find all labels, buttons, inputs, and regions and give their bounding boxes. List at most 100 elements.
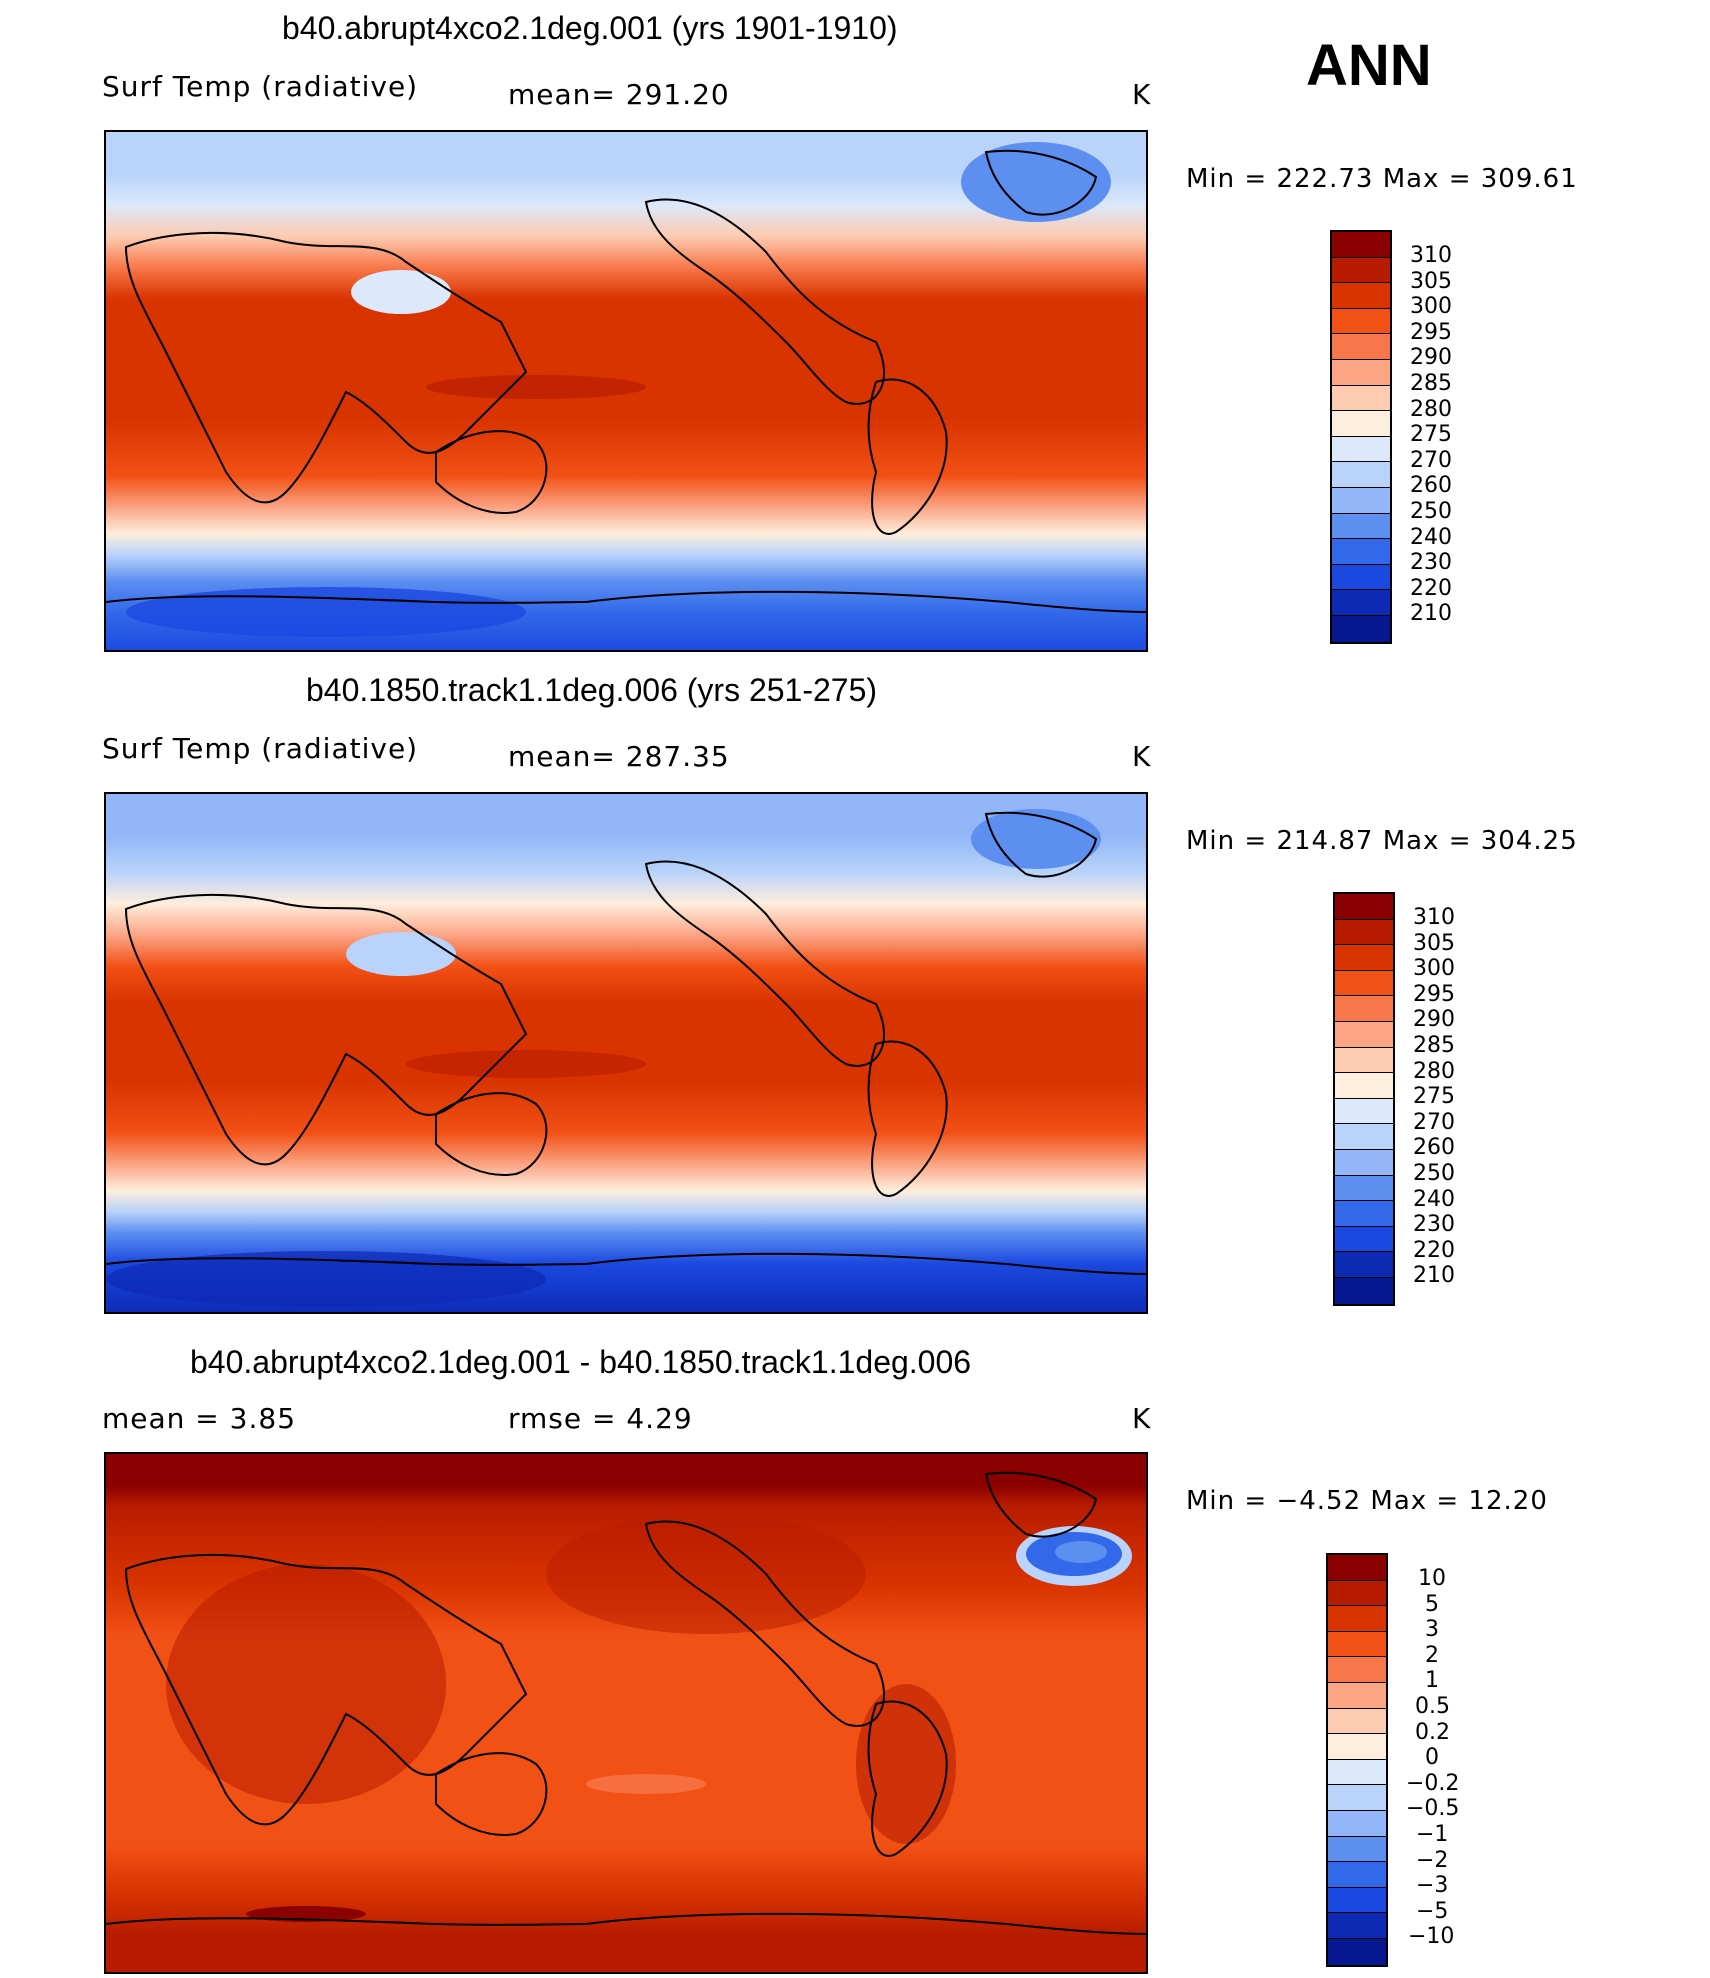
panel-1-colorbar-labels: 310 305 300 295 290 285 280 275 270 260 …	[1410, 245, 1490, 645]
colorbar-label: 210	[1410, 601, 1452, 627]
panel-3-map-field	[106, 1454, 1146, 1972]
colorbar-label: 5	[1425, 1591, 1439, 1617]
colorbar-swatch	[1328, 1759, 1386, 1786]
colorbar-swatch	[1332, 232, 1390, 258]
colorbar-swatch	[1335, 1098, 1393, 1125]
panel-1-map	[104, 130, 1148, 652]
colorbar-swatch	[1335, 1252, 1393, 1278]
colorbar-label: 3	[1425, 1617, 1439, 1643]
colorbar-swatch	[1332, 590, 1390, 616]
colorbar-swatch	[1328, 1708, 1386, 1735]
panel-2-colorbar-labels: 310 305 300 295 290 285 280 275 270 260 …	[1413, 907, 1493, 1307]
colorbar-swatch	[1328, 1938, 1386, 1965]
colorbar-label: 310	[1413, 905, 1455, 930]
colorbar-swatch	[1328, 1606, 1386, 1632]
colorbar-swatch	[1332, 615, 1390, 642]
colorbar-swatch	[1332, 462, 1390, 488]
panel-2-title: b40.1850.track1.1deg.006 (yrs 251-275)	[306, 672, 878, 708]
colorbar-swatch	[1328, 1555, 1386, 1581]
colorbar-swatch	[1332, 359, 1390, 386]
colorbar-swatch	[1335, 894, 1393, 920]
colorbar-label: 1	[1425, 1668, 1439, 1694]
colorbar-label: 220	[1410, 575, 1452, 601]
colorbar-swatch	[1332, 564, 1390, 591]
colorbar-label: 270	[1413, 1109, 1455, 1135]
colorbar-label: 250	[1413, 1161, 1455, 1186]
colorbar-swatch	[1332, 334, 1390, 360]
colorbar-label: 0	[1425, 1745, 1439, 1771]
colorbar-swatch	[1328, 1862, 1386, 1888]
colorbar-swatch	[1335, 1175, 1393, 1202]
panel-1-mean-label: mean= 291.20	[508, 78, 730, 111]
colorbar-label: 290	[1413, 1007, 1455, 1033]
colorbar-label: −0.2	[1406, 1770, 1460, 1796]
colorbar-label: 230	[1413, 1212, 1455, 1238]
colorbar-label: 270	[1410, 447, 1452, 473]
colorbar-swatch	[1335, 1201, 1393, 1227]
colorbar-swatch	[1335, 1226, 1393, 1253]
colorbar-swatch	[1328, 1580, 1386, 1607]
panel-3-colorbar-labels: 10 5 3 2 1 0.5 0.2 0 −0.2 −0.5 −1 −2 −3 …	[1406, 1568, 1496, 1968]
colorbar-label: 260	[1413, 1135, 1455, 1161]
panel-2-min-max: Min = 214.87 Max = 304.25	[1186, 826, 1578, 856]
colorbar-swatch	[1328, 1657, 1386, 1683]
colorbar-label: 285	[1413, 1033, 1455, 1058]
colorbar-swatch	[1328, 1734, 1386, 1760]
colorbar-swatch	[1335, 970, 1393, 997]
colorbar-swatch	[1328, 1836, 1386, 1863]
colorbar-swatch	[1335, 1047, 1393, 1074]
colorbar-swatch	[1332, 436, 1390, 463]
colorbar-label: 10	[1418, 1566, 1446, 1591]
colorbar-label: 275	[1410, 422, 1452, 448]
colorbar-label: 240	[1410, 524, 1452, 550]
colorbar-swatch	[1328, 1631, 1386, 1658]
colorbar-label: −0.5	[1406, 1796, 1460, 1822]
colorbar-label: −2	[1416, 1847, 1449, 1873]
colorbar-swatch	[1335, 1124, 1393, 1150]
colorbar-label: 285	[1410, 371, 1452, 396]
colorbar-label: 230	[1410, 550, 1452, 576]
colorbar-swatch	[1332, 539, 1390, 565]
colorbar-label: −3	[1416, 1873, 1449, 1899]
season-label: ANN	[1306, 33, 1432, 98]
panel-2-variable-label: Surf Temp (radiative)	[102, 732, 419, 765]
colorbar-swatch	[1335, 1021, 1393, 1048]
colorbar-label: 2	[1425, 1642, 1439, 1668]
panel-3-units: K	[1132, 1402, 1152, 1435]
colorbar-label: −10	[1408, 1924, 1455, 1950]
colorbar-swatch	[1328, 1682, 1386, 1709]
colorbar-swatch	[1332, 513, 1390, 540]
panel-2-mean-label: mean= 287.35	[508, 740, 730, 773]
colorbar-swatch	[1328, 1887, 1386, 1914]
panel-3-min-max: Min = −4.52 Max = 12.20	[1186, 1486, 1548, 1516]
colorbar-label: 0.2	[1415, 1719, 1450, 1745]
colorbar-label: 260	[1410, 473, 1452, 499]
colorbar-swatch	[1328, 1785, 1386, 1811]
colorbar-label: 210	[1413, 1263, 1455, 1289]
colorbar-label: −1	[1416, 1822, 1449, 1847]
panel-2-map	[104, 792, 1148, 1314]
colorbar-label: 280	[1413, 1058, 1455, 1084]
colorbar-label: 310	[1410, 243, 1452, 268]
colorbar-label: 240	[1413, 1186, 1455, 1212]
colorbar-swatch	[1335, 919, 1393, 946]
colorbar-swatch	[1332, 257, 1390, 284]
colorbar-label: 300	[1413, 956, 1455, 982]
colorbar-label: 0.5	[1415, 1694, 1450, 1719]
panel-2-units: K	[1132, 740, 1152, 773]
colorbar-label: −5	[1416, 1898, 1449, 1924]
colorbar-swatch	[1328, 1810, 1386, 1837]
panel-1-min-max: Min = 222.73 Max = 309.61	[1186, 164, 1578, 194]
colorbar-swatch	[1335, 1149, 1393, 1176]
colorbar-swatch	[1335, 1073, 1393, 1099]
panel-3-rmse-label: rmse = 4.29	[508, 1402, 693, 1435]
colorbar-swatch	[1335, 945, 1393, 971]
colorbar-label: 305	[1410, 268, 1452, 294]
colorbar-swatch	[1332, 487, 1390, 514]
colorbar-label: 220	[1413, 1237, 1455, 1263]
colorbar-label: 295	[1413, 981, 1455, 1007]
panel-3-colorbar	[1326, 1553, 1388, 1967]
colorbar-swatch	[1332, 308, 1390, 335]
panel-1-map-field	[106, 132, 1146, 650]
colorbar-swatch	[1332, 411, 1390, 437]
